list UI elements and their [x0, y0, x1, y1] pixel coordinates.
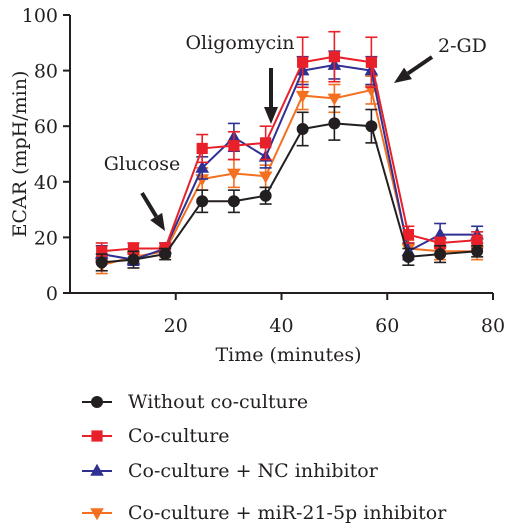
- data-point: [227, 195, 240, 208]
- series-line: [101, 88, 478, 267]
- legend-marker: [90, 508, 104, 521]
- annotation-label: 2-GD: [438, 35, 487, 57]
- data-point: [196, 142, 208, 155]
- data-point: [402, 229, 414, 241]
- data-point: [297, 56, 309, 68]
- annotation-label: Oligomycin: [185, 32, 294, 54]
- y-tick-label: 20: [34, 227, 58, 249]
- legend-marker: [91, 430, 103, 442]
- data-point: [228, 140, 240, 152]
- arrow-shaft: [140, 191, 158, 218]
- data-point: [296, 122, 309, 135]
- arrow-head: [394, 67, 412, 83]
- data-point: [227, 168, 241, 181]
- legend-item: Without co-culture: [82, 391, 308, 413]
- y-tick-label: 80: [34, 61, 58, 83]
- data-point: [471, 245, 484, 258]
- data-point: [127, 253, 140, 266]
- data-point: [402, 250, 415, 263]
- arrow-head: [264, 107, 278, 124]
- legend-label: Without co-culture: [128, 391, 308, 413]
- series-2: [95, 30, 484, 261]
- y-tick-label: 100: [22, 5, 58, 27]
- y-tick-label: 40: [34, 172, 58, 194]
- data-point: [159, 248, 172, 261]
- x-axis-title: Time (minutes): [215, 344, 361, 366]
- data-point: [96, 245, 108, 257]
- data-point: [434, 237, 446, 249]
- legend-item: Co-culture + NC inhibitor: [82, 460, 379, 482]
- arrow-shaft: [406, 55, 434, 76]
- series-1: [95, 105, 484, 272]
- data-point: [259, 189, 272, 202]
- legend-label: Co-culture + NC inhibitor: [128, 460, 379, 482]
- annotations: Glucose Oligomycin 2-GD: [104, 32, 487, 231]
- legend: Without co-culture Co-culture Co-culture +…: [82, 391, 447, 524]
- y-axis-title: ECAR (mpH/min): [9, 71, 31, 238]
- data-point: [260, 137, 272, 149]
- data-point: [127, 242, 140, 255]
- data-point: [196, 195, 209, 208]
- data-point: [258, 171, 273, 184]
- data-point: [295, 90, 310, 103]
- y-tick-label: 60: [34, 116, 58, 138]
- data-point: [328, 117, 341, 130]
- series-group: [94, 30, 484, 275]
- annotation-label: Glucose: [104, 153, 181, 175]
- data-point: [365, 120, 378, 133]
- legend-marker: [90, 463, 104, 476]
- data-point: [95, 256, 108, 269]
- data-point: [471, 234, 483, 246]
- series-line: [101, 122, 478, 264]
- x-tick-label: 20: [164, 315, 188, 337]
- x-tick-label: 40: [269, 315, 293, 337]
- data-point: [434, 248, 447, 261]
- legend-marker: [91, 396, 103, 408]
- y-tick-label: 0: [46, 283, 58, 305]
- x-tick-label: 60: [375, 315, 399, 337]
- data-point: [365, 56, 377, 68]
- data-point: [433, 227, 447, 240]
- data-point: [327, 93, 342, 106]
- arrow-head: [150, 212, 165, 231]
- data-point: [195, 160, 209, 173]
- legend-item: Co-culture + miR-21-5p inhibitor: [82, 502, 447, 524]
- legend-label: Co-culture + miR-21-5p inhibitor: [128, 502, 447, 524]
- data-point: [328, 51, 340, 63]
- axes: 0 20 40 60 80 100 20 40 60 80 Time (minutes) ECAR (…: [9, 5, 505, 366]
- x-tick-label: 80: [481, 315, 505, 337]
- legend-item: Co-culture: [82, 425, 230, 447]
- legend-label: Co-culture: [128, 425, 230, 447]
